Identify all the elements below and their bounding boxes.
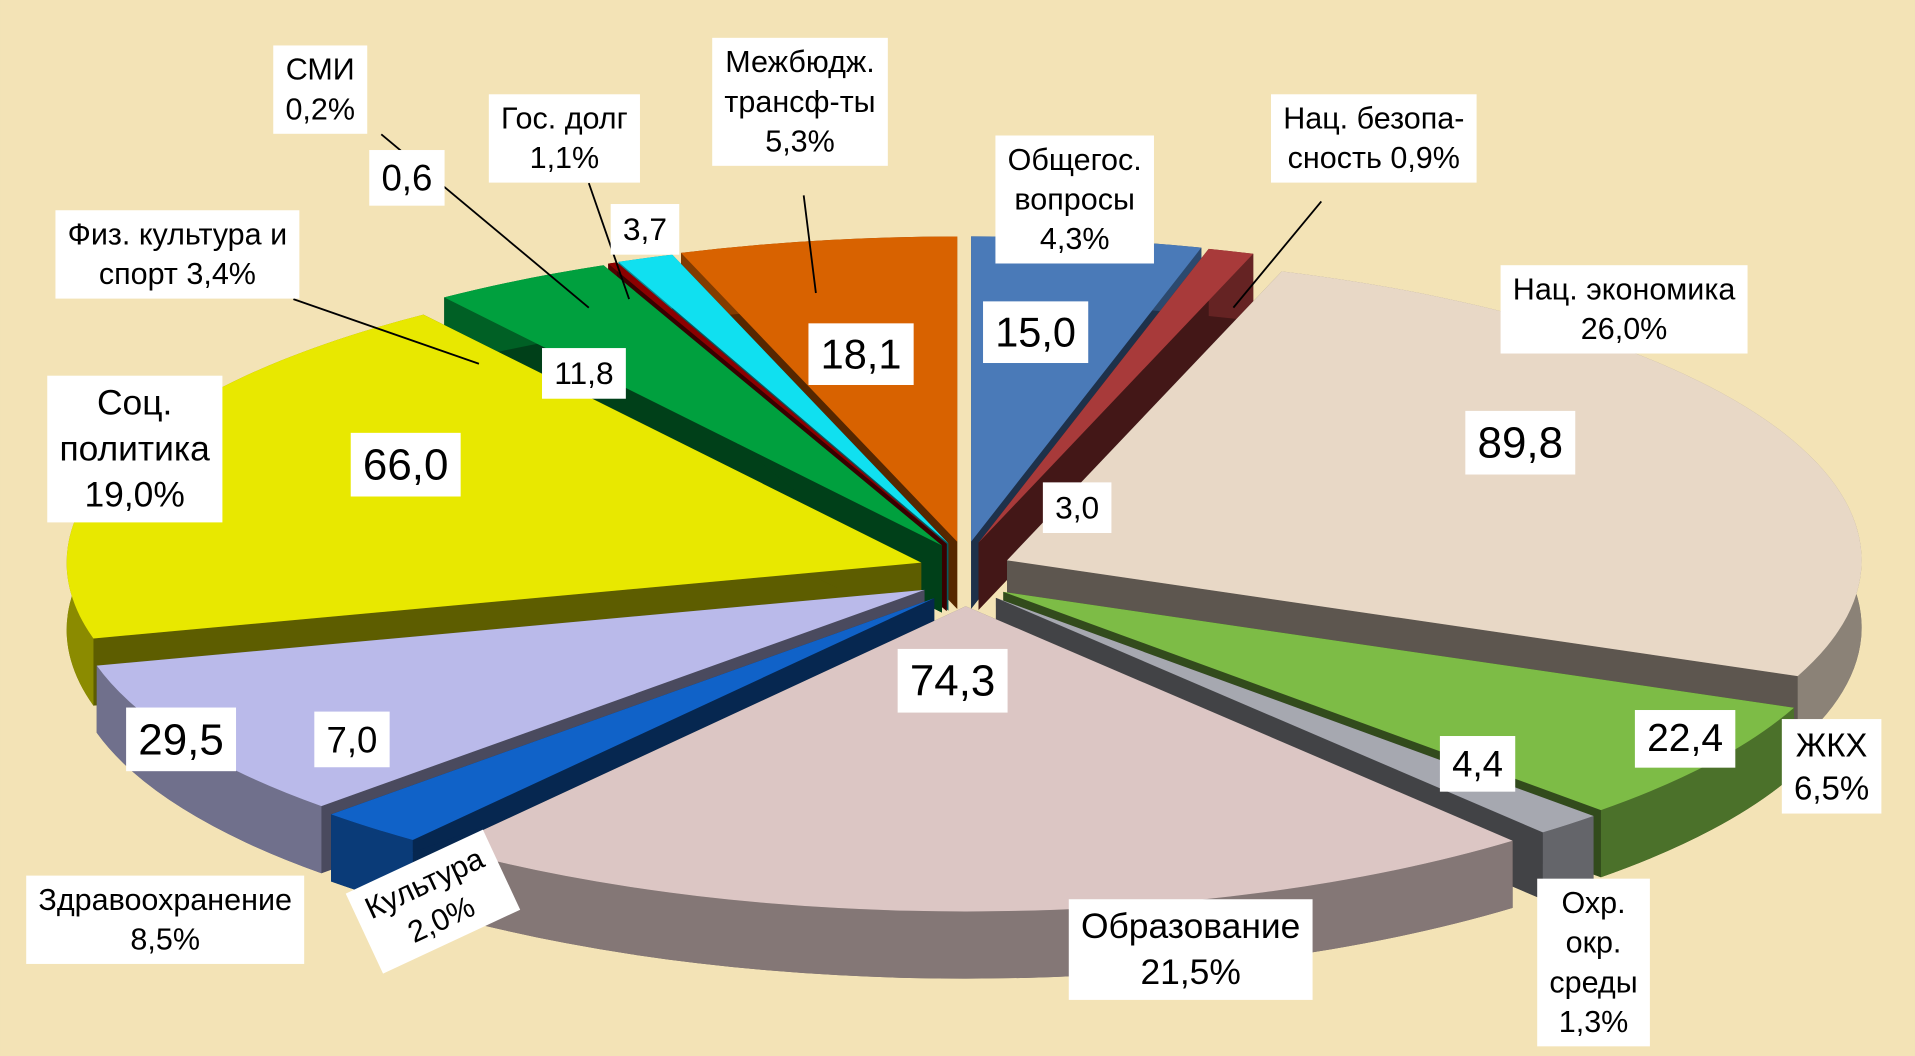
category-label-box	[1500, 265, 1748, 354]
value-label-box	[983, 301, 1089, 364]
category-label-box	[55, 210, 300, 299]
slice-wall	[1600, 707, 1795, 878]
value-label-box	[314, 711, 390, 768]
value-label-group: 22,4	[1634, 710, 1736, 768]
value-label: 29,5	[138, 715, 224, 764]
value-label-box	[1465, 410, 1576, 475]
category-label-box	[26, 875, 305, 964]
category-label-group: Физ. культура и спорт 3,4%	[55, 210, 300, 299]
category-label-group: Здравоохранение 8,5%	[26, 875, 305, 964]
value-label: 22,4	[1647, 717, 1723, 760]
value-label-group: 0,6	[369, 150, 445, 206]
slice-wall	[1542, 816, 1594, 900]
category-label-box	[488, 94, 640, 183]
value-label-group: 74,3	[897, 648, 1008, 713]
leader-line	[293, 298, 480, 365]
slice	[1003, 591, 1795, 811]
category-label: Межбюдж. трансф-ты 5,3%	[724, 45, 875, 158]
slice	[96, 589, 925, 807]
value-label: 3,0	[1055, 490, 1099, 526]
value-label: 11,8	[554, 355, 613, 391]
slice	[608, 262, 947, 544]
category-label-group: Охр. окр. среды 1,3%	[1537, 878, 1650, 1047]
category-label: Общегос. вопросы 4,3%	[1008, 143, 1142, 256]
category-label-box	[1271, 94, 1477, 183]
category-label-group: ЖКХ 6,5%	[1781, 719, 1882, 814]
value-label-box	[369, 150, 445, 206]
value-label: 0,6	[381, 157, 432, 198]
category-label-group: Соц. политика 19,0%	[47, 375, 223, 523]
category-label: Гос. долг 1,1%	[501, 102, 628, 176]
value-label-group: 3,7	[610, 204, 680, 255]
leader-line	[802, 195, 817, 294]
category-label-box	[712, 37, 888, 166]
category-label: Соц. политика 19,0%	[59, 383, 210, 515]
value-label-box	[126, 707, 237, 772]
value-label-box	[897, 648, 1008, 713]
value-label-box	[610, 204, 680, 255]
value-label-group: 29,5	[126, 707, 237, 772]
category-label: Физ. культура и спорт 3,4%	[68, 218, 288, 292]
value-label-box	[350, 432, 461, 497]
slice	[444, 606, 1513, 912]
slice	[681, 236, 958, 542]
value-label: 89,8	[1478, 418, 1564, 467]
leader-line	[587, 182, 630, 300]
value-label: 7,0	[327, 719, 378, 760]
category-label-box	[47, 375, 223, 523]
category-label-box	[995, 135, 1154, 264]
leader-line	[1232, 200, 1323, 309]
category-label-box	[1068, 899, 1313, 1000]
category-label-box	[1781, 719, 1882, 814]
category-label: Нац. безопа-сность 0,9%	[1283, 102, 1464, 176]
value-label-group: 89,8	[1465, 410, 1576, 475]
value-label-box	[1439, 736, 1516, 792]
value-label: 18,1	[821, 331, 902, 378]
value-label-group: 11,8	[542, 348, 626, 399]
slice	[618, 254, 949, 544]
category-label: Здравоохранение 8,5%	[38, 883, 292, 957]
category-label-group: Общегос. вопросы 4,3%	[995, 135, 1154, 264]
category-label-group: СМИ 0,2%	[273, 45, 368, 134]
labels: Общегос. вопросы 4,3% 15,0 Нац. безопа-сност…	[26, 37, 1882, 1047]
value-label-group: 15,0	[983, 301, 1089, 364]
value-label: 4,4	[1452, 743, 1503, 784]
category-label-box	[273, 45, 368, 134]
slice	[66, 314, 922, 639]
category-label-box	[1537, 878, 1650, 1047]
slice	[978, 248, 1254, 543]
value-label: 3,7	[623, 211, 667, 247]
value-label-box	[1042, 482, 1112, 534]
category-label: Образование 21,5%	[1081, 907, 1300, 993]
value-label: 74,3	[910, 656, 996, 705]
value-label-group: 4,4	[1439, 736, 1516, 792]
value-label: 15,0	[995, 309, 1076, 356]
value-label-box	[808, 323, 914, 385]
category-label-group: Гос. долг 1,1%	[488, 94, 640, 183]
category-label: ЖКХ 6,5%	[1794, 726, 1869, 806]
category-label-group: Нац. экономика 26,0%	[1500, 265, 1748, 354]
slice-side	[331, 598, 935, 882]
category-label: Нац. экономика 26,0%	[1513, 273, 1736, 347]
slice	[444, 265, 942, 546]
value-label-box	[1634, 710, 1736, 768]
value-label-group: 3,0	[1042, 482, 1112, 534]
category-label: СМИ 0,2%	[285, 53, 355, 127]
slice	[1007, 271, 1862, 677]
value-label-group: 7,0	[314, 711, 390, 768]
category-label-group: Нац. безопа-сность 0,9%	[1271, 94, 1477, 183]
category-label-box	[345, 829, 521, 974]
pie	[66, 236, 1862, 979]
category-label-group: Межбюдж. трансф-ты 5,3%	[712, 37, 888, 166]
value-label: 66,0	[363, 440, 449, 489]
value-label-group: 66,0	[350, 432, 461, 497]
slice	[331, 598, 935, 840]
category-label-group: Образование 21,5%	[1068, 899, 1313, 1000]
value-label-box	[542, 348, 626, 399]
category-label: Охр. окр. среды 1,3%	[1549, 886, 1637, 1039]
value-label-group: 18,1	[808, 323, 914, 385]
